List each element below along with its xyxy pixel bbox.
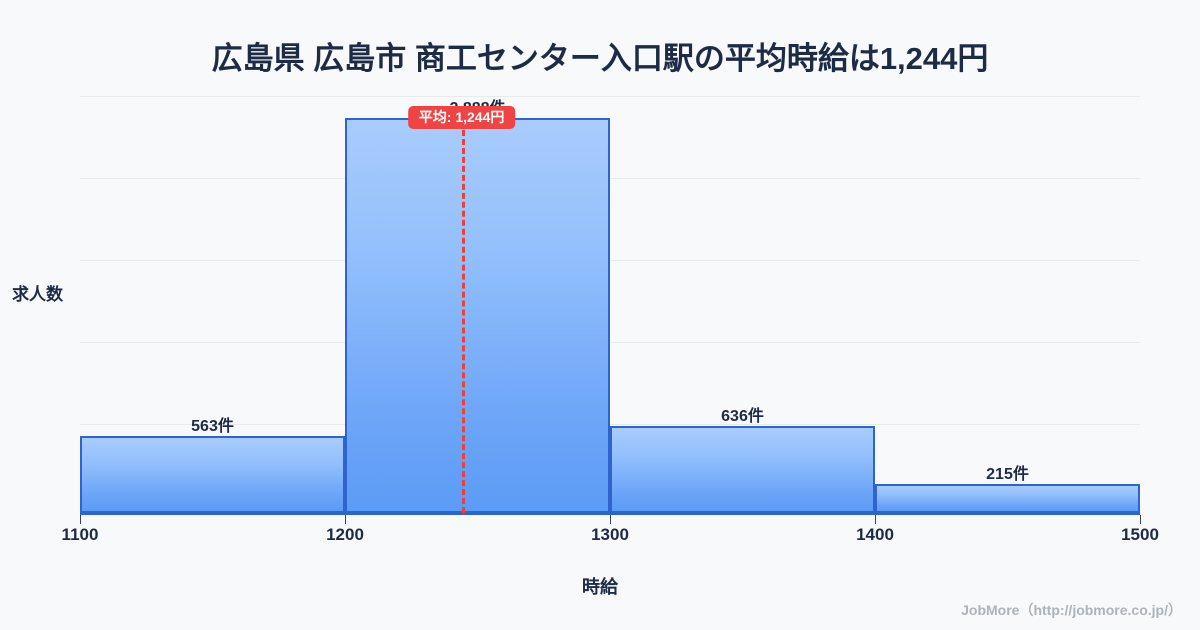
gridline bbox=[80, 424, 1140, 426]
bar[interactable] bbox=[875, 483, 1140, 513]
chart-title: 広島県 広島市 商工センター入口駅の平均時給は1,244円 bbox=[211, 41, 989, 76]
watermark-credit: JobMore（http://jobmore.co.jp/） bbox=[961, 602, 1182, 618]
plot-area bbox=[80, 96, 1140, 515]
x-axis-tick-mark bbox=[345, 515, 346, 524]
x-axis-tick-label: 1400 bbox=[856, 525, 894, 544]
bar[interactable] bbox=[610, 426, 875, 513]
gridline bbox=[80, 96, 1140, 97]
gridline bbox=[80, 178, 1140, 180]
x-axis-tick-mark bbox=[1140, 515, 1141, 524]
bar-value-label: 636件 bbox=[721, 408, 764, 426]
x-axis-tick-mark bbox=[875, 515, 876, 524]
x-axis-title: 時給 bbox=[582, 577, 618, 597]
x-axis-tick-mark bbox=[80, 515, 81, 524]
bar[interactable] bbox=[345, 118, 610, 513]
x-axis-tick-label: 1100 bbox=[61, 525, 99, 544]
x-axis-line bbox=[80, 513, 1140, 515]
average-badge: 平均: 1,244円 bbox=[407, 106, 516, 129]
y-axis-title: 求人数 bbox=[12, 285, 63, 304]
x-axis-tick-label: 1300 bbox=[591, 525, 629, 544]
x-axis-tick-label: 1200 bbox=[326, 525, 364, 544]
average-dashed-line bbox=[461, 130, 465, 513]
x-axis-tick-mark bbox=[610, 515, 611, 524]
bar-value-label: 215件 bbox=[986, 465, 1029, 483]
gridline bbox=[80, 342, 1140, 344]
x-axis-tick-label: 1500 bbox=[1121, 525, 1159, 544]
bar-value-label: 563件 bbox=[191, 418, 234, 436]
gridline bbox=[80, 260, 1140, 262]
bar[interactable] bbox=[80, 436, 345, 513]
